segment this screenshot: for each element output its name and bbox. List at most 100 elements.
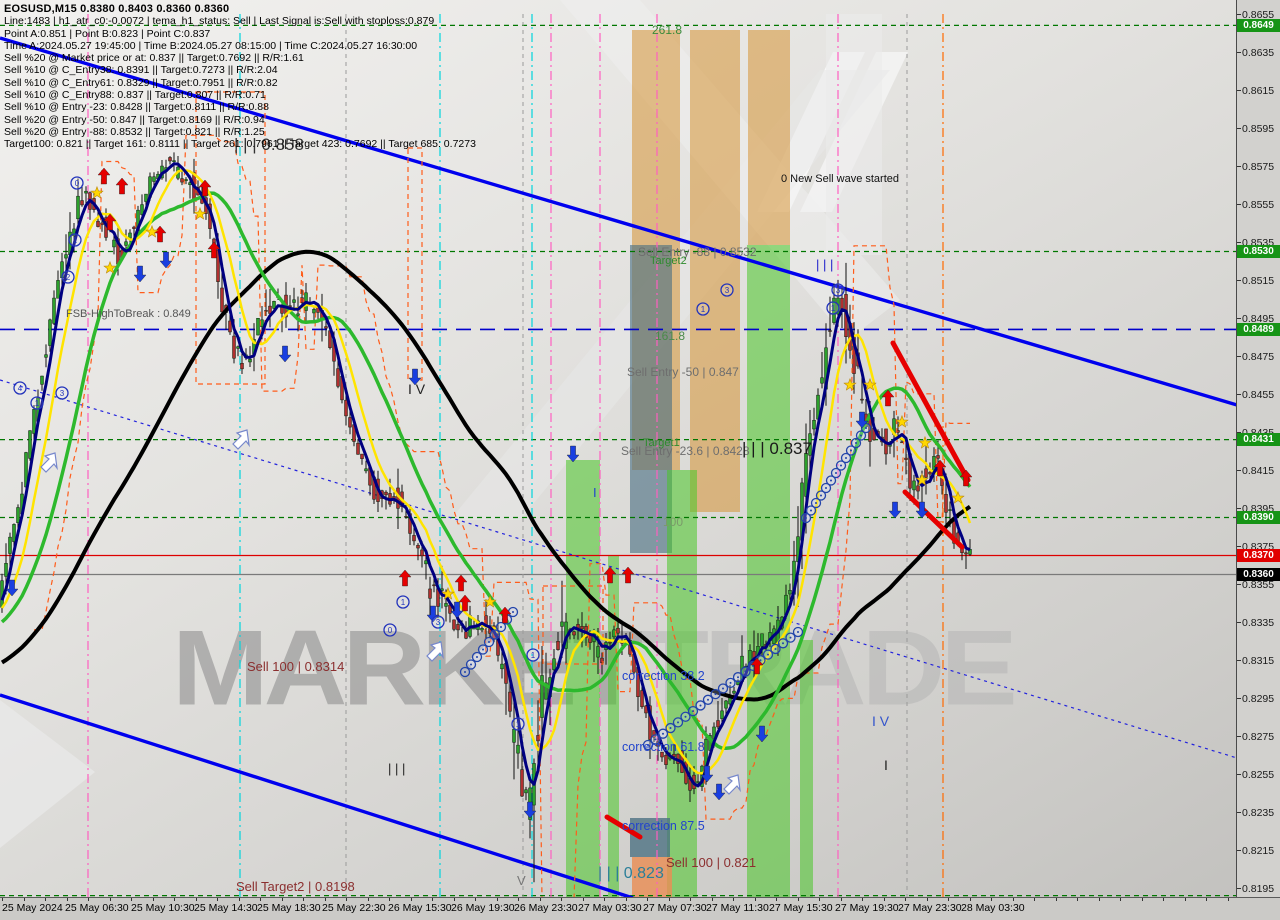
ma-green (0, 191, 972, 751)
time-tick-mark (389, 898, 390, 901)
time-tick-mark (625, 898, 627, 901)
time-axis[interactable]: 25 May 2024 25 May 06:30 25 May 10:30 25 Ma… (0, 897, 1280, 920)
ma-tema-navy (0, 162, 971, 788)
time-tick-mark (561, 898, 562, 901)
time-tick-label: 26 May 19:30 (451, 902, 515, 914)
svg-text:1: 1 (831, 304, 836, 313)
time-tick-label: 25 May 14:30 (194, 902, 258, 914)
svg-text:4: 4 (18, 384, 23, 393)
fib-zone-bands (566, 30, 813, 898)
time-tick-mark (1206, 898, 1207, 901)
circled-number-marker (526, 648, 540, 662)
time-tick-mark (754, 898, 756, 901)
svg-text:3: 3 (836, 286, 841, 295)
circled-number-marker (383, 623, 397, 637)
star-signal-icon (145, 224, 159, 238)
circled-number-marker (431, 615, 445, 629)
time-tick-label: 27 May 15:30 (769, 902, 833, 914)
moving-averages (0, 162, 972, 788)
star-signal-icon (915, 472, 929, 486)
circled-number-marker (831, 283, 845, 297)
time-tick-mark (1055, 898, 1057, 901)
buy-arrow-icon (523, 801, 537, 819)
star-signal-icon (951, 490, 965, 504)
sell-arrow-icon (198, 179, 212, 197)
time-tick-mark (432, 898, 433, 901)
sell-arrow-icon (398, 569, 412, 587)
svg-text:1: 1 (35, 399, 40, 408)
price-tick-label: 0.8215 (1236, 844, 1275, 857)
time-tick-mark (926, 898, 928, 901)
time-tick-mark (883, 898, 885, 901)
circled-number-marker (70, 176, 84, 190)
circled-number-marker (396, 595, 410, 609)
buy-arrow-icon (159, 251, 173, 269)
time-tick-label: 25 May 18:30 (257, 902, 321, 914)
time-tick-label: 26 May 15:30 (388, 902, 452, 914)
price-tick-label: 0.8475 (1236, 350, 1275, 363)
buy-arrow-icon (915, 501, 929, 519)
sell-arrow-icon (498, 606, 512, 624)
price-tick-label: 0.8615 (1236, 84, 1275, 97)
star-signal-icon (441, 586, 455, 600)
sell-arrow-icon (959, 469, 973, 487)
buy-arrow-icon (700, 765, 714, 783)
circled-number-marker (720, 283, 734, 297)
time-tick-mark (2, 898, 3, 901)
buy-arrow-icon (133, 265, 147, 283)
time-tick-mark (604, 898, 605, 901)
time-tick-mark (238, 898, 240, 901)
time-tick-mark (131, 898, 132, 901)
price-tick-label: 0.8415 (1236, 464, 1275, 477)
price-level-badge: 0.8390 (1237, 511, 1280, 524)
circled-number-marker (61, 270, 75, 284)
buy-arrow-icon (450, 601, 464, 619)
price-level-badge: 0.8360 (1237, 568, 1280, 581)
buy-arrow-icon (888, 501, 902, 519)
time-tick-mark (367, 898, 369, 901)
time-tick-mark (733, 898, 734, 901)
sell-arrow-icon (97, 167, 111, 185)
time-tick-mark (152, 898, 154, 901)
time-tick-label: 27 May 23:30 (898, 902, 962, 914)
circled-number-marker (13, 381, 27, 395)
sell-arrow-icon (603, 566, 617, 584)
level-lines (0, 24, 1237, 897)
svg-text:3: 3 (436, 618, 441, 627)
time-tick-mark (1227, 898, 1229, 901)
svg-text:1: 1 (701, 305, 706, 314)
star-signal-icon (90, 185, 104, 199)
time-tick-mark (948, 898, 949, 901)
breakout-arrow-icon (40, 452, 58, 473)
circled-number-marker (826, 301, 840, 315)
time-tick-mark (647, 898, 648, 901)
svg-text:1: 1 (73, 236, 78, 245)
breakout-arrow-icon (723, 774, 741, 795)
ma-slow-black (0, 249, 972, 702)
buy-arrow-icon (278, 345, 292, 363)
time-tick-mark (862, 898, 863, 901)
sell-arrow-icon (103, 213, 117, 231)
time-tick-mark (410, 898, 412, 901)
price-axis[interactable]: 0.8655 0.8635 0.8615 0.8595 0.8575 0.8555 0.85… (1236, 0, 1280, 898)
star-signal-icon (918, 435, 932, 449)
time-tick-mark (776, 898, 777, 901)
sell-arrow-icon (153, 225, 167, 243)
price-tick-label: 0.8515 (1236, 274, 1275, 287)
price-tick-label: 0.8575 (1236, 160, 1275, 173)
time-tick-mark (797, 898, 799, 901)
sell-arrow-icon (933, 459, 947, 477)
svg-text:0: 0 (388, 626, 393, 635)
circled-number-marker (511, 717, 525, 731)
time-tick-mark (496, 898, 498, 901)
time-tick-mark (475, 898, 476, 901)
star-signal-icon (843, 377, 857, 391)
time-tick-mark (905, 898, 906, 901)
price-tick-label: 0.8195 (1236, 882, 1275, 895)
sell-arrow-icon (454, 574, 468, 592)
time-tick-label: 27 May 19:30 (835, 902, 899, 914)
time-tick-mark (539, 898, 541, 901)
time-tick-label: 27 May 11:30 (706, 902, 769, 914)
